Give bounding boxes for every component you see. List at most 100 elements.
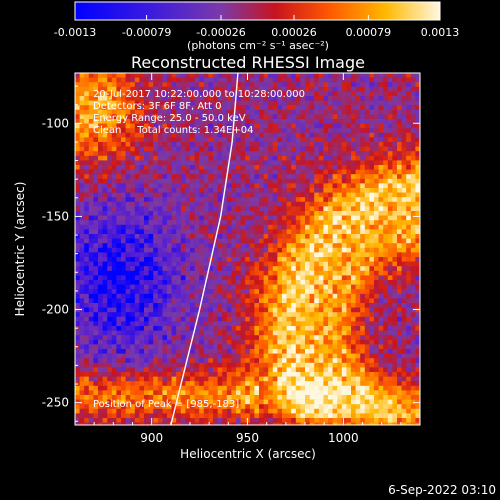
heatmap-cell (203, 96, 209, 101)
heatmap-cell (240, 123, 246, 129)
heatmap-cell (387, 192, 393, 198)
heatmap-cell (254, 234, 260, 239)
heatmap-cell (144, 160, 149, 166)
heatmap-cell (102, 298, 108, 304)
heatmap-cell (341, 321, 347, 327)
heatmap-cell (102, 362, 108, 368)
heatmap-cell (167, 215, 172, 221)
heatmap-cell (236, 215, 241, 221)
heatmap-cell (79, 165, 85, 170)
heatmap-cell (88, 165, 94, 170)
heatmap-cell (392, 192, 398, 198)
heatmap-cell (102, 109, 108, 115)
heatmap-cell (254, 243, 260, 249)
heatmap-cell (102, 215, 108, 221)
heatmap-cell (323, 238, 329, 244)
heatmap-cell (217, 247, 223, 253)
heatmap-cell (93, 270, 99, 276)
heatmap-cell (185, 307, 191, 313)
heatmap-cell (410, 146, 416, 152)
heatmap-cell (383, 303, 389, 308)
heatmap-cell (98, 312, 103, 318)
heatmap-cell (93, 344, 99, 350)
heatmap-cell (374, 307, 379, 313)
heatmap-cell (144, 146, 149, 152)
heatmap-cell (360, 298, 366, 304)
heatmap-cell (286, 188, 292, 193)
heatmap-cell (194, 96, 200, 101)
heatmap-cell (249, 229, 255, 235)
heatmap-cell (203, 266, 209, 272)
heatmap-cell (102, 303, 108, 308)
heatmap-cell (351, 261, 356, 267)
heatmap-cell (157, 234, 163, 239)
heatmap-cell (341, 197, 347, 203)
heatmap-cell (213, 321, 218, 327)
heatmap-cell (305, 316, 310, 322)
heatmap-cell (360, 146, 366, 152)
heatmap-cell (309, 344, 315, 350)
heatmap-cell (98, 303, 103, 308)
heatmap-cell (341, 96, 347, 101)
heatmap-cell (360, 321, 366, 327)
heatmap-cell (415, 280, 420, 285)
heatmap-cell (240, 344, 246, 350)
heatmap-cell (369, 316, 375, 322)
heatmap-cell (314, 372, 320, 377)
heatmap-cell (139, 100, 145, 106)
heatmap-cell (291, 96, 297, 101)
heatmap-cell (268, 73, 274, 78)
heatmap-cell (144, 123, 149, 129)
heatmap-cell (93, 326, 99, 331)
heatmap-cell (134, 321, 140, 327)
heatmap-cell (355, 142, 361, 147)
heatmap-cell (286, 206, 292, 212)
heatmap-cell (203, 160, 209, 166)
heatmap-cell (102, 142, 108, 147)
heatmap-cell (208, 298, 214, 304)
heatmap-cell (309, 201, 315, 207)
heatmap-cell (222, 307, 228, 313)
heatmap-cell (369, 119, 375, 124)
heatmap-cell (332, 362, 338, 368)
heatmap-cell (144, 266, 149, 272)
heatmap-cell (254, 201, 260, 207)
heatmap-cell (75, 215, 80, 221)
heatmap-cell (226, 372, 232, 377)
heatmap-cell (374, 137, 379, 143)
heatmap-cell (231, 372, 237, 377)
heatmap-cell (309, 293, 315, 299)
heatmap-cell (282, 229, 287, 235)
heatmap-cell (208, 316, 214, 322)
heatmap-cell (392, 86, 398, 92)
heatmap-cell (134, 358, 140, 364)
heatmap-cell (167, 86, 172, 92)
heatmap-cell (236, 73, 241, 78)
heatmap-cell (369, 114, 375, 120)
heatmap-cell (286, 178, 292, 184)
heatmap-cell (309, 77, 315, 83)
heatmap-cell (88, 234, 94, 239)
heatmap-cell (392, 174, 398, 180)
heatmap-cell (134, 96, 140, 101)
heatmap-cell (144, 312, 149, 318)
heatmap-cell (203, 105, 209, 111)
heatmap-cell (341, 169, 347, 175)
heatmap-cell (309, 183, 315, 189)
heatmap-cell (378, 146, 384, 152)
heatmap-cell (392, 91, 398, 97)
heatmap-cell (84, 224, 90, 230)
heatmap-cell (401, 128, 407, 134)
heatmap-cell (208, 358, 214, 364)
heatmap-cell (392, 137, 398, 143)
heatmap-cell (79, 132, 85, 138)
heatmap-cell (328, 119, 333, 124)
heatmap-cell (144, 100, 149, 106)
heatmap-cell (305, 105, 310, 111)
heatmap-cell (309, 362, 315, 368)
heatmap-cell (410, 353, 416, 359)
heatmap-cell (282, 321, 287, 327)
heatmap-cell (88, 146, 94, 152)
heatmap-cell (351, 137, 356, 143)
heatmap-cell (134, 77, 140, 83)
